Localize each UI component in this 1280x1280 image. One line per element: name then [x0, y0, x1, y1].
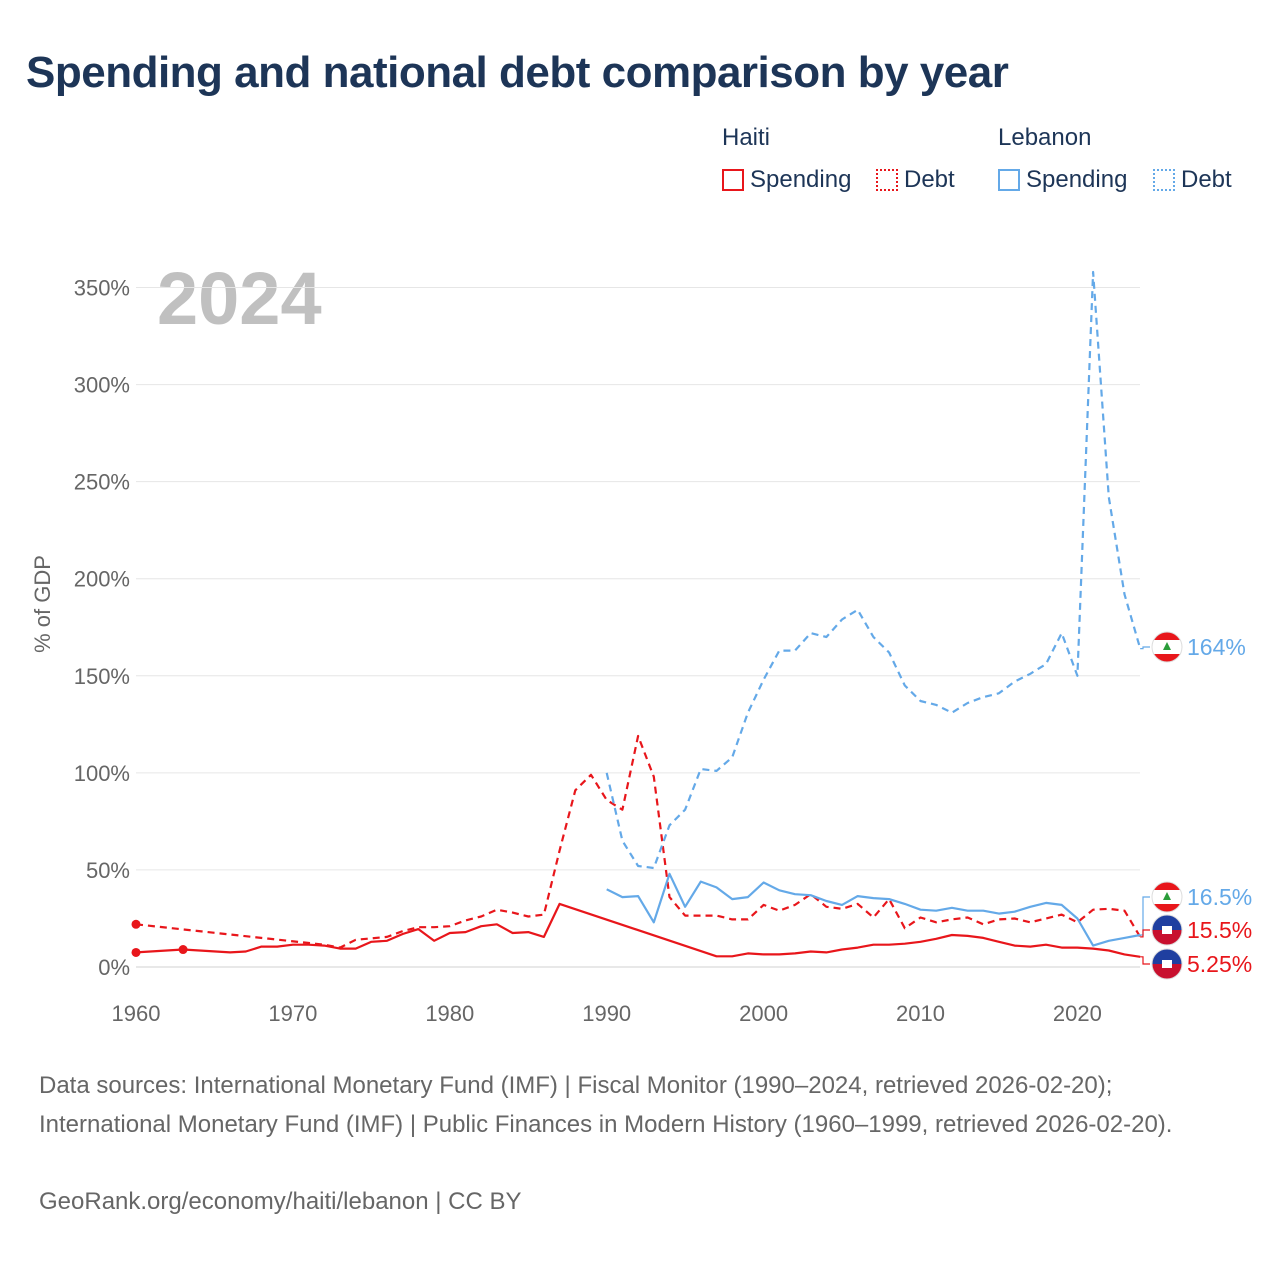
- cedar-icon: [1163, 892, 1171, 900]
- end-label-connector: [1140, 896, 1150, 936]
- flag-body: [1152, 915, 1182, 945]
- legend-haiti-debt-label: Debt: [904, 166, 955, 193]
- flag-body: [1152, 632, 1182, 662]
- x-tick-label: 2010: [896, 1001, 945, 1026]
- end-label-haiti_debt: 15.5%: [1187, 917, 1252, 943]
- y-tick-label: 100%: [74, 761, 130, 786]
- lebanon-flag-icon: [1151, 881, 1183, 913]
- y-tick-label: 250%: [74, 470, 130, 495]
- y-tick-label: 350%: [74, 276, 130, 301]
- flag-red-top: [1152, 882, 1182, 890]
- x-tick-label: 2000: [739, 1001, 788, 1026]
- series-line-haiti_debt: [135, 734, 1142, 949]
- flag-red-top: [1152, 632, 1182, 640]
- flag-emblem: [1162, 926, 1172, 934]
- flag-red-bottom: [1152, 904, 1182, 912]
- flag-ring: [1151, 948, 1183, 980]
- haiti-spending-swatch-icon: [722, 169, 744, 191]
- legend-haiti-debt[interactable]: Debt: [876, 166, 955, 194]
- legend-haiti-spending[interactable]: Spending: [722, 166, 851, 194]
- point-haiti-spending-1963: [178, 945, 188, 955]
- flag-blue: [1152, 915, 1182, 930]
- cedar-icon: [1163, 642, 1171, 650]
- x-tick-label: 1970: [268, 1001, 317, 1026]
- credit-line: GeoRank.org/economy/haiti/lebanon | CC B…: [39, 1188, 522, 1215]
- x-tick-label: 1960: [112, 1001, 161, 1026]
- point-haiti-debt-1960: [131, 919, 141, 929]
- year-watermark: 2024: [157, 257, 322, 340]
- data-sources: Data sources: International Monetary Fun…: [39, 1072, 1173, 1138]
- end-label-connector: [1140, 956, 1150, 965]
- line-chart: 2024 0% 50% 100% 150% 200% 250% 300% 350% 1960 197…: [30, 257, 1252, 1026]
- y-tick-label: 200%: [74, 567, 130, 592]
- legend-lebanon-spending-label: Spending: [1026, 166, 1128, 193]
- y-tick-label: 150%: [74, 664, 130, 689]
- flag-body: [1152, 882, 1182, 912]
- flag-ring: [1151, 914, 1183, 946]
- end-label-haiti_spending: 5.25%: [1187, 951, 1252, 977]
- legend-lebanon-title: Lebanon: [998, 124, 1092, 151]
- flag-red: [1152, 930, 1182, 945]
- series-line-lebanon_spending: [606, 872, 1141, 947]
- x-tick-label: 1990: [582, 1001, 631, 1026]
- haiti-flag-icon: [1151, 948, 1183, 980]
- flag-emblem: [1162, 960, 1172, 968]
- lebanon-spending-swatch-icon: [998, 169, 1020, 191]
- flag-body: [1152, 949, 1182, 979]
- series-line-lebanon_debt: [605, 270, 1142, 870]
- flag-red-bottom: [1152, 654, 1182, 662]
- x-tick-label: 1980: [425, 1001, 474, 1026]
- flag-ring: [1151, 881, 1183, 913]
- lebanon-flag-icon: [1151, 631, 1183, 663]
- legend-haiti-spending-label: Spending: [750, 166, 852, 193]
- haiti-flag-icon: [1151, 914, 1183, 946]
- end-label-connector: [1140, 646, 1150, 650]
- y-tick-label: 0%: [98, 955, 130, 980]
- legend-lebanon-debt-label: Debt: [1181, 166, 1232, 193]
- y-tick-label: 50%: [86, 858, 130, 883]
- chart-title: Spending and national debt comparison by…: [26, 48, 1009, 97]
- flag-red: [1152, 964, 1182, 979]
- end-label-lebanon_spending: 16.5%: [1187, 884, 1252, 910]
- haiti-debt-swatch-icon: [876, 169, 898, 191]
- flag-blue: [1152, 949, 1182, 964]
- x-tick-label: 2020: [1053, 1001, 1102, 1026]
- y-axis-label: % of GDP: [30, 555, 55, 653]
- flag-ring: [1151, 631, 1183, 663]
- legend-lebanon-spending[interactable]: Spending: [998, 166, 1127, 194]
- y-tick-label: 300%: [74, 373, 130, 398]
- end-label-connector: [1140, 929, 1150, 938]
- legend-haiti-title: Haiti: [722, 124, 771, 151]
- legend-lebanon-debt[interactable]: Debt: [1153, 166, 1232, 194]
- end-label-lebanon_debt: 164%: [1187, 634, 1246, 660]
- lebanon-debt-swatch-icon: [1153, 169, 1175, 191]
- point-haiti-spending-1960: [131, 947, 141, 957]
